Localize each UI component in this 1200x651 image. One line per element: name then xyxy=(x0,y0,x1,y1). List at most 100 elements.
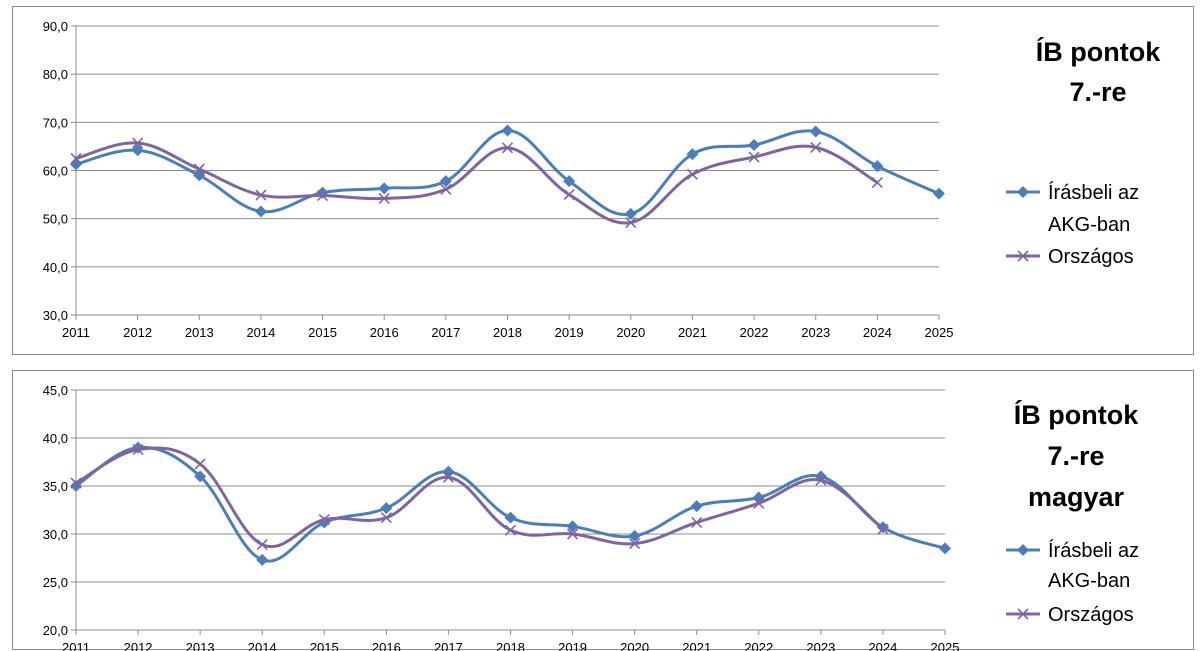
x-tick-label: 2013 xyxy=(186,640,215,651)
data-point-diamond xyxy=(628,529,641,542)
data-point-diamond xyxy=(254,205,267,218)
data-point-x xyxy=(815,474,827,486)
chart-panel-1: 30,0 40,0 50,0 60,0 70,0 80,0 90,0 2011 2012 2013… xyxy=(12,6,1194,355)
data-point-x xyxy=(440,183,452,195)
x-tick-label: 2025 xyxy=(925,325,954,340)
x-tick-label: 2017 xyxy=(431,325,460,340)
x-tick-label: 2012 xyxy=(124,640,153,651)
chart-2-svg: 20,0 25,0 30,0 35,0 40,0 45,0 2011 2012 2013 2014… xyxy=(43,383,1140,651)
x-tick-label: 2016 xyxy=(372,640,401,651)
data-point-x xyxy=(504,524,517,536)
chart-title-line: 7.-re xyxy=(1047,441,1104,471)
data-point-x xyxy=(563,189,575,201)
data-point-x xyxy=(625,216,637,229)
legend-marker-diamond xyxy=(1017,544,1029,556)
legend-marker-diamond xyxy=(1017,186,1029,198)
data-point-x xyxy=(442,471,454,483)
x-tick-label: 2021 xyxy=(678,325,707,340)
x-tick-label: 2013 xyxy=(185,325,214,340)
data-point-diamond xyxy=(318,516,331,529)
data-point-diamond xyxy=(690,500,703,513)
x-tick-label: 2023 xyxy=(806,640,835,651)
data-point-x xyxy=(691,516,703,529)
data-point-diamond xyxy=(748,138,761,151)
data-point-x xyxy=(753,497,765,509)
data-point-x xyxy=(318,514,330,526)
series-line-2 xyxy=(74,141,879,225)
x-tick-label: 2024 xyxy=(868,640,897,651)
x-tick-label: 2019 xyxy=(558,640,587,651)
x-tick-label: 2018 xyxy=(496,640,525,651)
x-tick-label: 2024 xyxy=(863,325,892,340)
data-point-diamond xyxy=(624,207,637,220)
data-point-diamond xyxy=(566,520,579,533)
data-point-x xyxy=(629,538,641,550)
data-point-x xyxy=(256,538,268,551)
data-point-x xyxy=(132,137,144,149)
data-point-x xyxy=(255,189,267,201)
data-point-diamond xyxy=(378,182,391,195)
chart-title-line: 7.-re xyxy=(1069,77,1126,107)
x-tick-label: 2015 xyxy=(310,640,339,651)
data-point-x xyxy=(871,176,883,189)
data-point-diamond xyxy=(871,160,884,173)
x-tick-label: 2025 xyxy=(931,640,960,651)
x-tick-label: 2011 xyxy=(62,640,90,651)
data-point-diamond xyxy=(439,175,452,188)
x-tick-label: 2022 xyxy=(744,640,773,651)
legend-label-1: Írásbeli az xyxy=(1048,181,1139,204)
data-point-diamond xyxy=(442,465,455,478)
legend-label-2: Országos xyxy=(1048,604,1134,626)
data-point-diamond xyxy=(686,148,699,161)
x-tick-label: 2020 xyxy=(616,325,645,340)
chart-1-svg: 30,0 40,0 50,0 60,0 70,0 80,0 90,0 2011 2012 2013… xyxy=(43,19,1162,340)
data-point-diamond xyxy=(933,187,945,200)
data-point-x xyxy=(132,443,144,456)
x-tick-label: 2014 xyxy=(248,640,277,651)
data-point-x xyxy=(70,152,82,165)
x-tick-label: 2014 xyxy=(246,325,275,340)
data-point-diamond xyxy=(194,470,207,483)
data-point-diamond xyxy=(809,125,822,138)
legend-label-2: Országos xyxy=(1048,246,1134,268)
legend-label-1: AKG-ban xyxy=(1048,214,1130,236)
data-point-x xyxy=(877,523,889,535)
x-tick-label: 2016 xyxy=(370,325,399,340)
y-tick-label: 30,0 xyxy=(43,308,68,323)
x-tick-label: 2021 xyxy=(682,640,711,651)
data-point-x xyxy=(501,142,514,154)
data-point-diamond xyxy=(939,542,951,555)
data-point-x xyxy=(194,458,206,470)
y-tick-label: 80,0 xyxy=(43,67,68,82)
x-tick-label: 2022 xyxy=(740,325,769,340)
data-point-x xyxy=(378,192,390,205)
data-point-diamond xyxy=(563,175,576,188)
y-tick-label: 40,0 xyxy=(43,431,68,446)
data-point-x xyxy=(380,512,392,524)
data-point-diamond xyxy=(132,441,145,454)
x-tick-label: 2020 xyxy=(620,640,649,651)
x-tick-label: 2019 xyxy=(555,325,584,340)
y-tick-label: 45,0 xyxy=(43,383,68,398)
legend-marker-x xyxy=(1017,250,1029,262)
legend-label-1: AKG-ban xyxy=(1048,570,1130,592)
y-tick-label: 40,0 xyxy=(43,260,68,275)
y-tick-label: 25,0 xyxy=(43,575,68,590)
data-point-diamond xyxy=(380,502,393,515)
data-point-diamond xyxy=(501,124,514,137)
y-tick-label: 70,0 xyxy=(43,115,68,130)
series-line-2 xyxy=(74,446,885,548)
data-point-x xyxy=(686,168,698,180)
x-tick-label: 2015 xyxy=(308,325,337,340)
x-tick-label: 2012 xyxy=(123,325,152,340)
y-tick-label: 60,0 xyxy=(43,164,68,179)
y-tick-label: 30,0 xyxy=(43,527,68,542)
data-point-x xyxy=(317,189,329,202)
data-point-x xyxy=(810,141,822,153)
y-tick-label: 35,0 xyxy=(43,479,68,494)
data-point-x xyxy=(70,477,82,489)
legend-label-1: Írásbeli az xyxy=(1048,539,1139,562)
y-tick-label: 90,0 xyxy=(43,19,68,34)
data-point-x xyxy=(567,528,579,540)
y-tick-label: 50,0 xyxy=(43,212,68,227)
